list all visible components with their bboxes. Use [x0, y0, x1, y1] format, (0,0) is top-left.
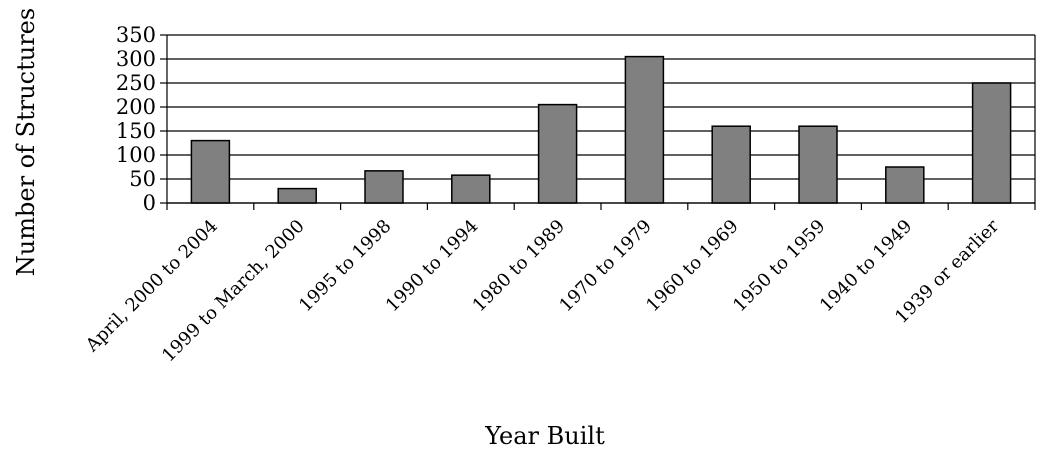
bar-1 — [277, 187, 317, 204]
bar-4 — [537, 103, 578, 204]
y-tick-label: 250 — [116, 71, 156, 95]
bar-8 — [885, 166, 925, 204]
bar-3 — [451, 174, 491, 204]
bar-7 — [798, 125, 838, 204]
bar-2 — [364, 170, 404, 204]
y-tick-label: 100 — [116, 143, 156, 167]
x-category-label: 1980 to 1989 — [469, 216, 570, 317]
y-tick-label: 300 — [116, 47, 156, 71]
bar-9 — [971, 82, 1012, 204]
x-category-label: 1990 to 1994 — [382, 216, 483, 317]
y-tick-label: 50 — [129, 167, 156, 191]
y-tick-label: 0 — [143, 191, 156, 215]
gridlines — [167, 34, 1035, 204]
x-category-label: 1999 to March, 2000 — [158, 216, 309, 367]
y-tick-label: 350 — [116, 23, 156, 47]
x-category-label: 1940 to 1949 — [816, 216, 917, 317]
x-category-label: 1970 to 1979 — [555, 216, 656, 317]
bar-0 — [190, 139, 231, 204]
y-tick-label: 200 — [116, 95, 156, 119]
x-category-label: 1995 to 1998 — [295, 216, 396, 317]
bar-6 — [711, 125, 751, 204]
x-axis-title: Year Built — [484, 422, 605, 450]
bar-5 — [624, 55, 665, 204]
x-category-label: 1950 to 1959 — [729, 216, 830, 317]
x-category-label: 1960 to 1969 — [642, 216, 743, 317]
bars — [190, 55, 1012, 204]
y-tick-label: 150 — [116, 119, 156, 143]
y-axis-title: Number of Structures — [12, 8, 40, 276]
axes — [160, 34, 1036, 210]
